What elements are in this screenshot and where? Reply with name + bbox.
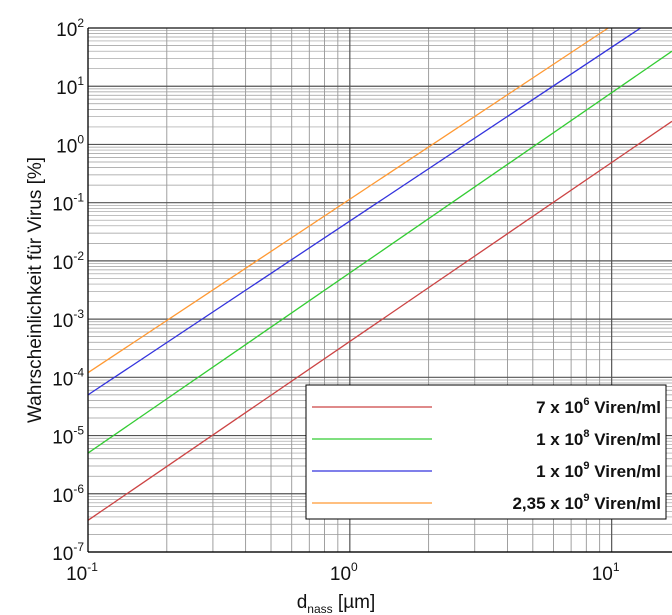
x-axis-label-main: d	[297, 592, 308, 613]
y-axis-label: Wahrscheinlichkeit für Virus [%]	[25, 157, 46, 423]
legend-label-exp: 9	[583, 492, 589, 504]
legend-label-exp: 8	[583, 428, 589, 440]
legend-label-1: 7 x 106 Viren/ml	[536, 396, 661, 417]
legend-label-4: 2,35 x 109 Viren/ml	[512, 492, 661, 513]
y-tick-label: 10-1	[52, 191, 84, 216]
x-tick-label: 101	[592, 560, 620, 585]
legend-label-exp: 6	[583, 396, 589, 408]
legend-label-exp: 9	[583, 460, 589, 472]
legend-label-pre: 2,35 x 10	[512, 494, 583, 513]
legend: 7 x 106 Viren/ml1 x 108 Viren/ml1 x 109 …	[305, 384, 667, 520]
y-tick-base: 10	[56, 78, 77, 99]
series-line-2	[87, 50, 672, 454]
y-tick-base: 10	[52, 544, 73, 565]
series-line-1	[87, 120, 672, 521]
x-axis-label-unit: [µm]	[333, 592, 376, 613]
y-tick-label: 10-7	[52, 540, 84, 565]
x-tick-exp: 1	[613, 560, 620, 574]
y-tick-label: 10-3	[52, 307, 84, 332]
legend-label-post: Viren/ml	[590, 398, 662, 417]
series-layer	[87, 27, 672, 521]
legend-label-pre: 1 x 10	[536, 430, 583, 449]
y-tick-base: 10	[56, 20, 77, 41]
y-tick-label: 102	[56, 16, 84, 41]
y-tick-label: 100	[56, 132, 84, 157]
y-tick-base: 10	[52, 253, 73, 274]
y-tick-exp: -1	[73, 191, 84, 205]
y-tick-exp: 1	[77, 74, 84, 88]
x-tick-exp: -1	[87, 560, 98, 574]
legend-label-post: Viren/ml	[590, 430, 662, 449]
y-tick-base: 10	[52, 195, 73, 216]
y-tick-label: 10-5	[52, 424, 84, 449]
legend-label-post: Viren/ml	[590, 494, 662, 513]
y-tick-label: 101	[56, 74, 84, 99]
x-tick-base: 10	[592, 564, 613, 585]
y-tick-label: 10-2	[52, 249, 84, 274]
x-tick-label: 10-1	[66, 560, 98, 585]
y-tick-exp: -4	[73, 365, 84, 379]
legend-label-post: Viren/ml	[590, 462, 662, 481]
y-tick-base: 10	[52, 428, 73, 449]
legend-label-pre: 7 x 10	[536, 398, 583, 417]
x-tick-exp: 0	[351, 560, 358, 574]
y-tick-exp: -3	[73, 307, 84, 321]
y-tick-base: 10	[52, 486, 73, 507]
x-axis-label: dnass [µm]	[297, 592, 376, 615]
y-tick-base: 10	[52, 369, 73, 390]
y-tick-exp: 2	[77, 16, 84, 30]
legend-label-pre: 1 x 10	[536, 462, 583, 481]
y-tick-exp: -5	[73, 424, 84, 438]
x-tick-labels: 10-1 100 101	[66, 560, 620, 585]
y-tick-exp: -7	[73, 540, 84, 554]
x-axis-label-sub: nass	[307, 602, 332, 615]
y-tick-base: 10	[56, 136, 77, 157]
x-tick-base: 10	[330, 564, 351, 585]
y-tick-label: 10-4	[52, 365, 84, 390]
y-tick-exp: -2	[73, 249, 84, 263]
x-tick-base: 10	[66, 564, 87, 585]
legend-label-2: 1 x 108 Viren/ml	[536, 428, 661, 449]
series-line-3	[87, 27, 641, 396]
y-tick-label: 10-6	[52, 482, 84, 507]
y-tick-exp: 0	[77, 132, 84, 146]
x-tick-label: 100	[330, 560, 358, 585]
y-tick-base: 10	[52, 311, 73, 332]
y-tick-exp: -6	[73, 482, 84, 496]
series-line-4	[87, 27, 609, 374]
legend-label-3: 1 x 109 Viren/ml	[536, 460, 661, 481]
